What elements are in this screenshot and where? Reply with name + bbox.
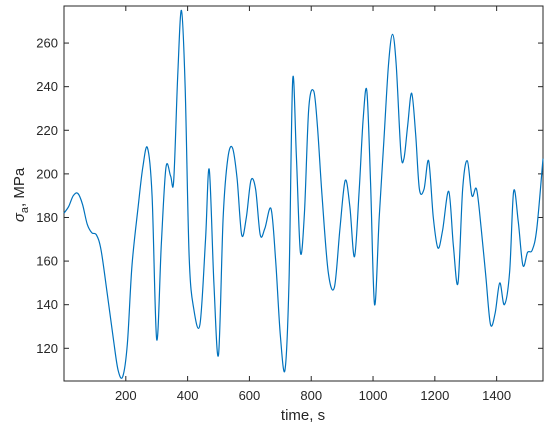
x-axis-label: time, s xyxy=(281,407,325,424)
y-axis-label: σa, MPa xyxy=(11,167,31,222)
x-axis-ticks: 200 400 600 800 1000 1200 1400 xyxy=(115,6,511,403)
y-tick-label: 200 xyxy=(36,166,58,181)
x-tick-label: 1000 xyxy=(359,388,388,403)
y-tick-label: 240 xyxy=(36,79,58,94)
y-axis-ticks: 120 140 160 180 200 220 240 260 xyxy=(36,36,543,356)
x-tick-label: 600 xyxy=(239,388,261,403)
series-line xyxy=(63,9,544,379)
y-tick-label: 160 xyxy=(36,254,58,269)
y-tick-label: 220 xyxy=(36,123,58,138)
x-tick-label: 200 xyxy=(115,388,137,403)
x-tick-label: 1400 xyxy=(482,388,511,403)
y-axis-label-subscript: a xyxy=(19,206,31,213)
y-tick-label: 140 xyxy=(36,297,58,312)
y-axis-label-symbol: σ xyxy=(11,212,28,222)
x-tick-label: 1200 xyxy=(420,388,449,403)
x-tick-label: 400 xyxy=(177,388,199,403)
x-tick-label: 800 xyxy=(300,388,322,403)
y-tick-label: 120 xyxy=(36,341,58,356)
y-tick-label: 260 xyxy=(36,36,58,51)
y-tick-label: 180 xyxy=(36,210,58,225)
plot-area-frame xyxy=(63,5,544,382)
y-axis-label-unit: , MPa xyxy=(11,167,28,207)
